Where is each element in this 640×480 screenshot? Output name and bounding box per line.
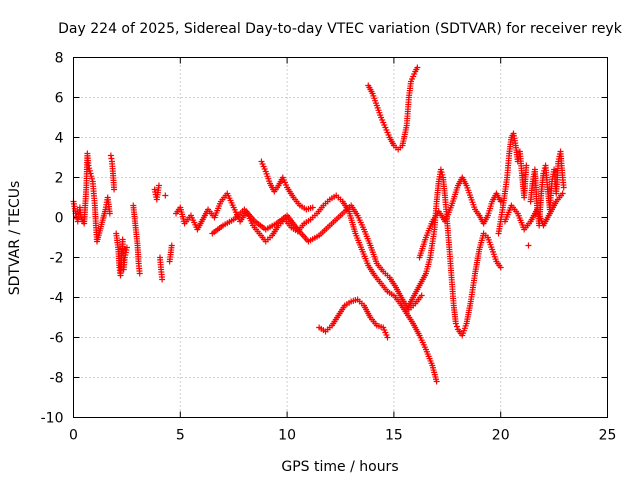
series-band-low bbox=[209, 202, 425, 313]
y-tick-label: 4 bbox=[55, 131, 64, 147]
y-tick-label: 6 bbox=[55, 91, 64, 107]
axis-ticks bbox=[73, 57, 608, 418]
chart-title: Day 224 of 2025, Sidereal Day-to-day VTE… bbox=[58, 21, 623, 37]
x-axis-label: GPS time / hours bbox=[281, 459, 398, 475]
y-tick-label: -10 bbox=[41, 411, 64, 427]
series-upper-arc bbox=[258, 158, 316, 213]
series-low-wave bbox=[316, 296, 391, 341]
series-early-scattered bbox=[70, 150, 175, 283]
y-tick-label: -6 bbox=[50, 331, 64, 347]
axis-tick-labels: 0 5 10 15 20 25 -10 -8 -6 -4 -2 0 2 4 6 8 bbox=[41, 51, 617, 444]
x-tick-label: 10 bbox=[278, 428, 296, 444]
series-late-lower bbox=[501, 190, 566, 233]
series-late-cluster bbox=[495, 130, 567, 249]
y-tick-label: 2 bbox=[55, 171, 64, 187]
x-tick-label: 20 bbox=[492, 428, 510, 444]
grid bbox=[73, 57, 608, 418]
y-tick-label: -4 bbox=[50, 291, 64, 307]
x-tick-label: 25 bbox=[599, 428, 617, 444]
series-high-loop bbox=[365, 64, 421, 153]
y-tick-label: -2 bbox=[50, 251, 64, 267]
series-band-mid bbox=[173, 190, 440, 385]
y-tick-label: 8 bbox=[55, 51, 64, 67]
y-tick-label: -8 bbox=[50, 371, 64, 387]
series-evening-mid bbox=[416, 174, 504, 261]
x-tick-label: 0 bbox=[69, 428, 78, 444]
y-axis-label: SDTVAR / TECUs bbox=[7, 181, 23, 296]
x-tick-label: 5 bbox=[176, 428, 185, 444]
data-points bbox=[70, 64, 567, 385]
y-tick-label: 0 bbox=[55, 211, 64, 227]
x-tick-label: 15 bbox=[385, 428, 403, 444]
plot-frame bbox=[73, 57, 608, 418]
